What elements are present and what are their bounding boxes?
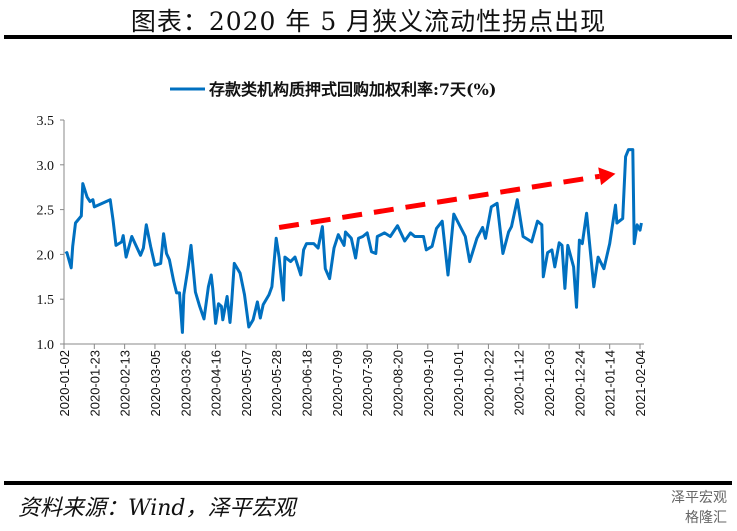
x-tick-label: 2020-10-22: [481, 350, 496, 417]
x-tick-label: 2020-10-01: [451, 350, 466, 417]
y-tick-label: 2.0: [37, 248, 55, 263]
watermark-line2: 格隆汇: [685, 510, 727, 526]
watermark-line1: 泽平宏观: [671, 490, 727, 506]
line-chart: 存款类机构质押式回购加权利率:7天(%) 1.0 1.5 2.0 2.5 3.0 3.5 2…: [37, 80, 649, 417]
x-tick-label: 2020-09-10: [421, 350, 436, 417]
legend: 存款类机构质押式回购加权利率:7天(%): [170, 80, 496, 99]
y-tick-label: 1.0: [37, 338, 55, 353]
bottom-rule: [4, 481, 732, 485]
x-tick-label: 2020-11-12: [512, 350, 527, 416]
x-tick-label: 2020-02-13: [118, 350, 133, 417]
x-tick-label: 2020-07-09: [330, 350, 345, 417]
x-tick-label: 2021-01-14: [603, 350, 618, 417]
x-tick-label: 2020-01-23: [87, 350, 102, 417]
x-tick-label: 2020-03-05: [148, 350, 163, 417]
y-tick-label: 1.5: [37, 293, 55, 308]
top-rule: [4, 35, 732, 39]
trend-arrow-line: [278, 173, 601, 230]
x-tick-label: 2020-05-07: [239, 350, 254, 417]
watermark: 泽平宏观 格隆汇: [671, 488, 727, 528]
x-tick-label: 2020-12-03: [542, 350, 557, 417]
trend-arrow-head: [598, 167, 616, 186]
y-tick-label: 2.5: [37, 204, 55, 219]
source-note: 资料来源：Wind，泽平宏观: [18, 496, 296, 521]
x-tick-label: 2020-01-02: [57, 350, 72, 417]
x-tick-label: 2020-08-20: [390, 350, 405, 417]
x-tick-label: 2020-05-28: [269, 350, 284, 417]
series-line: [64, 148, 643, 334]
x-tick-label: 2021-02-04: [633, 350, 648, 417]
legend-label: 存款类机构质押式回购加权利率:7天(%): [209, 80, 496, 99]
x-tick-label: 2020-12-24: [572, 350, 587, 417]
y-tick-label: 3.0: [37, 159, 55, 174]
page-title: 图表：2020 年 5 月狭义流动性拐点出现: [130, 7, 607, 36]
x-tick-label: 2020-06-18: [300, 350, 315, 417]
y-tick-label: 3.5: [37, 114, 55, 129]
x-tick-label: 2020-07-30: [360, 350, 375, 417]
x-tick-label: 2020-04-16: [209, 350, 224, 417]
x-tick-label: 2020-03-26: [178, 350, 193, 417]
